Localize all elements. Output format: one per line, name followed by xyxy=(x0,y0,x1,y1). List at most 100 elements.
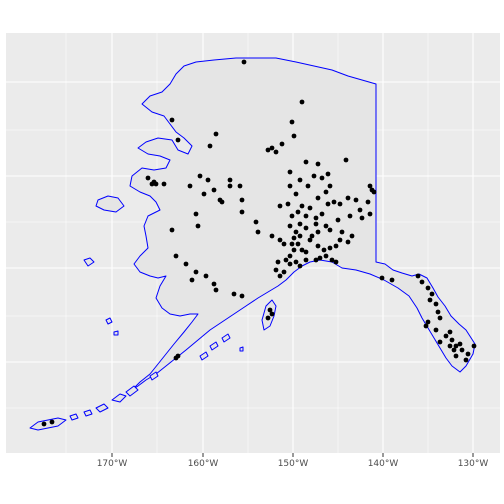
location-point xyxy=(309,233,315,239)
location-point xyxy=(331,199,337,205)
location-point xyxy=(365,199,371,205)
location-point xyxy=(335,217,341,223)
aleutian-island xyxy=(83,409,93,417)
alaska-mainland xyxy=(129,57,476,391)
location-point xyxy=(453,353,459,359)
location-point xyxy=(457,341,463,347)
aleutian-island xyxy=(199,351,209,361)
location-point xyxy=(291,133,297,139)
location-point xyxy=(289,241,295,247)
location-point xyxy=(149,181,155,187)
location-point xyxy=(175,137,181,143)
location-point xyxy=(281,241,287,247)
location-point xyxy=(291,235,297,241)
location-point xyxy=(277,237,283,243)
x-tick-label-130w: 130°W xyxy=(458,459,489,469)
location-point xyxy=(303,257,309,263)
aleutian-island xyxy=(95,403,109,413)
location-point xyxy=(319,211,325,217)
location-point xyxy=(239,197,245,203)
location-point xyxy=(269,145,275,151)
location-point xyxy=(49,419,55,425)
alaska-shape xyxy=(29,57,476,431)
location-point xyxy=(145,175,151,181)
location-point xyxy=(255,229,261,235)
location-point xyxy=(447,343,453,349)
location-point xyxy=(327,227,333,233)
location-point xyxy=(205,177,211,183)
location-point xyxy=(303,159,309,165)
location-point xyxy=(219,199,225,205)
location-point xyxy=(443,333,449,339)
location-point xyxy=(227,177,233,183)
location-point xyxy=(449,337,455,343)
location-point xyxy=(429,291,435,297)
location-point xyxy=(459,347,465,353)
location-point xyxy=(193,211,199,217)
location-point xyxy=(353,197,359,203)
x-tick-label-150w: 150°W xyxy=(278,459,309,469)
aleutian-island xyxy=(149,371,159,381)
location-point xyxy=(161,181,167,187)
location-point xyxy=(187,183,193,189)
location-point xyxy=(239,293,245,299)
location-point xyxy=(241,59,247,65)
location-point xyxy=(447,329,453,335)
location-point xyxy=(345,195,351,201)
location-point xyxy=(333,259,339,265)
location-point xyxy=(213,287,219,293)
location-point xyxy=(433,301,439,307)
x-axis: 170°W 160°W 150°W 140°W 130°W xyxy=(97,453,489,469)
location-point xyxy=(273,267,279,273)
location-point xyxy=(425,319,431,325)
location-point xyxy=(287,223,293,229)
location-point xyxy=(433,327,439,333)
location-point xyxy=(465,351,471,357)
aleutian-island xyxy=(209,341,219,351)
location-point xyxy=(227,183,233,189)
location-point xyxy=(451,347,457,353)
location-point xyxy=(345,239,351,245)
location-point xyxy=(453,343,459,349)
point-layer xyxy=(41,59,477,427)
location-point xyxy=(299,203,305,209)
location-point xyxy=(197,173,203,179)
location-point xyxy=(297,221,303,227)
location-point xyxy=(315,195,321,201)
location-point xyxy=(281,269,287,275)
island xyxy=(239,346,244,352)
location-point xyxy=(323,223,329,229)
location-point xyxy=(343,157,349,163)
location-point xyxy=(195,223,201,229)
location-point xyxy=(425,285,431,291)
x-tick-label-140w: 140°W xyxy=(368,459,399,469)
location-point xyxy=(269,311,275,317)
location-point xyxy=(313,221,319,227)
island xyxy=(105,317,113,325)
location-point xyxy=(323,189,329,195)
location-point xyxy=(287,183,293,189)
location-point xyxy=(423,323,429,329)
location-point xyxy=(175,353,181,359)
location-point xyxy=(207,143,213,149)
location-point xyxy=(315,229,321,235)
location-point xyxy=(169,117,175,123)
location-point xyxy=(419,279,425,285)
st-lawrence-island xyxy=(83,257,95,267)
location-point xyxy=(267,307,273,313)
location-point xyxy=(189,277,195,283)
location-point xyxy=(41,421,47,427)
location-point xyxy=(297,233,303,239)
location-point xyxy=(277,203,283,209)
location-point xyxy=(367,211,373,217)
aleutian-island xyxy=(69,413,79,421)
location-point xyxy=(253,219,259,225)
location-point xyxy=(307,237,313,243)
location-point xyxy=(333,243,339,249)
location-point xyxy=(315,243,321,249)
location-point xyxy=(327,245,333,251)
location-point xyxy=(273,149,279,155)
island xyxy=(113,330,119,336)
location-point xyxy=(379,275,385,281)
